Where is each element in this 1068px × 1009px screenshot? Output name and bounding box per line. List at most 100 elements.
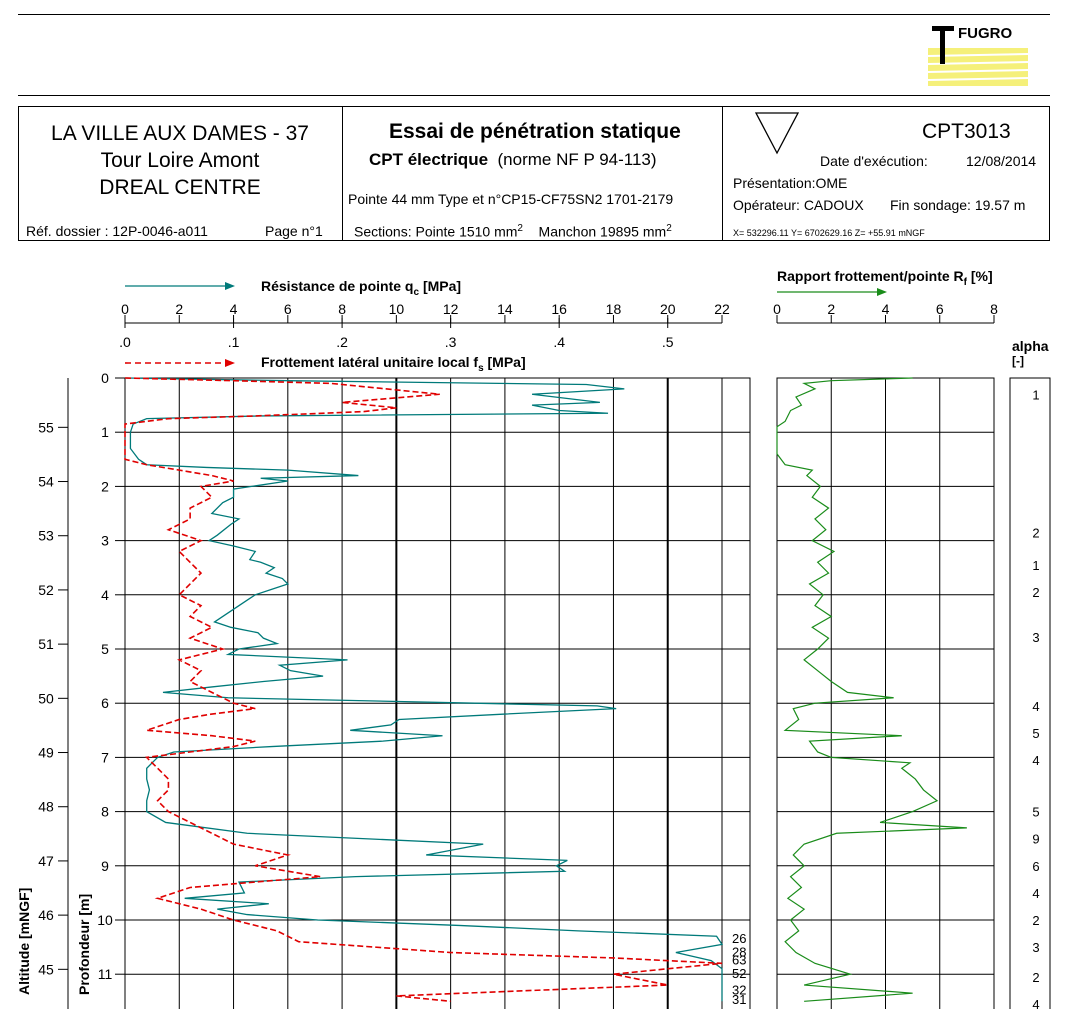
alpha-value-5: 4 [1032,699,1039,714]
overflow-label-1: 28 [732,945,746,960]
depth-tick-label-0: 0 [101,370,109,386]
header-top-rule [18,95,1050,96]
altitude-tick-label-51: 51 [38,636,54,652]
alpha-value-1: 2 [1032,525,1039,540]
alpha-value-8: 5 [1032,805,1039,820]
alpha-value-14: 2 [1032,970,1039,985]
altitude-tick-label-54: 54 [38,474,54,490]
test-subtitle-line: CPT électrique (norme NF P 94-113) [369,150,657,169]
project-line-1: LA VILLE AUX DAMES - 37 [51,122,309,145]
coordinates: X= 532296.11 Y= 6702629.16 Z= +55.91 mNG… [733,228,925,238]
rf-tick-label-6: 6 [936,301,944,317]
qc-tick-label-6: 6 [284,301,292,317]
qc-tick-label-18: 18 [606,301,622,317]
altitude-tick-label-47: 47 [38,853,54,869]
overflow-label-3: 52 [732,966,746,981]
header-box [18,106,1050,241]
alpha-unit: [-] [1012,354,1024,368]
cpt-id: CPT3013 [922,120,1011,143]
sections-info: Sections: Pointe 1510 mm2 Manchon 19895 … [354,223,672,240]
qc-series-line [124,377,724,1002]
operateur: Opérateur: CADOUX [733,197,864,213]
altitude-tick-label-49: 49 [38,745,54,761]
alpha-value-2: 1 [1032,558,1039,573]
page-number: Page n°1 [265,223,323,239]
qc-tick-label-22: 22 [714,301,730,317]
test-title: Essai de pénétration statique [389,120,681,143]
depth-tick-label-10: 10 [97,912,113,928]
depth-tick-label-8: 8 [101,804,109,820]
qc-legend-arrow [225,282,235,290]
rf-legend-arrow [877,288,887,296]
overflow-label-5: 31 [732,992,746,1007]
svg-text:FUGRO: FUGRO [958,25,1012,42]
rf-tick-label-0: 0 [773,301,781,317]
overflow-label-0: 26 [732,931,746,946]
fs-tick-label-.4: .4 [553,334,565,350]
fs-tick-label-.5: .5 [662,334,674,350]
alpha-value-15: 4 [1032,997,1039,1009]
qc-axis-title: Résistance de pointe qc [MPa] [261,278,462,298]
overflow-label-4: 32 [732,982,746,997]
rf-series-line [776,377,967,1002]
alpha-value-4: 3 [1032,630,1039,645]
qc-tick-label-10: 10 [389,301,405,317]
depth-tick-label-5: 5 [101,641,109,657]
depth-tick-label-9: 9 [101,858,109,874]
project-line-3: DREAL CENTRE [99,176,261,199]
depth-tick-label-6: 6 [101,695,109,711]
depth-tick-label-11: 11 [98,966,113,982]
depth-tick-label-1: 1 [101,424,109,440]
main-plot-frame [124,377,751,1009]
fs-tick-label-.3: .3 [445,334,457,350]
fs-legend-arrow [225,359,235,367]
rf-tick-label-4: 4 [882,301,890,317]
qc-tick-label-4: 4 [230,301,238,317]
alpha-column-frame [1009,377,1051,1009]
header-divider-2 [722,106,723,241]
altitude-tick-label-48: 48 [38,799,54,815]
alpha-value-0: 1 [1032,387,1039,402]
qc-tick-label-0: 0 [121,301,129,317]
alpha-value-6: 5 [1032,726,1039,741]
depth-tick-label-2: 2 [101,478,109,494]
fugro-logo: FUGRO [927,20,1029,86]
fs-series-line [124,377,723,1003]
qc-tick-label-14: 14 [497,301,513,317]
ref-dossier: Réf. dossier : 12P-0046-a011 [26,223,208,239]
fin-sondage: Fin sondage: 19.57 m [890,197,1026,213]
top-rule [18,14,1050,15]
depth-tick-label-3: 3 [101,533,109,549]
rf-axis-title: Rapport frottement/pointe Rf [%] [777,268,993,288]
alpha-value-11: 4 [1032,886,1039,901]
qc-tick-label-2: 2 [175,301,183,317]
alpha-value-10: 6 [1032,859,1039,874]
alpha-value-3: 2 [1032,585,1039,600]
fs-tick-label-.1: .1 [228,334,240,350]
fs-tick-label-.2: .2 [336,334,348,350]
header-divider-1 [342,106,343,241]
overflow-label-2: 63 [732,953,746,968]
depth-tick-label-4: 4 [101,587,109,603]
alpha-header: alpha [1012,338,1049,354]
project-block: LA VILLE AUX DAMES - 37 Tour Loire Amont… [18,120,342,201]
alpha-value-12: 2 [1032,913,1039,928]
presentation: Présentation:OME [733,175,848,191]
alpha-value-9: 9 [1032,832,1039,847]
date-label: Date d'exécution: [820,153,928,169]
qc-tick-label-20: 20 [660,301,676,317]
altitude-tick-label-53: 53 [38,528,54,544]
triangle-icon [754,111,800,155]
fs-axis-title: Frottement latéral unitaire local fs [MP… [261,354,526,374]
rf-tick-label-8: 8 [990,301,998,317]
altitude-tick-label-52: 52 [38,582,54,598]
altitude-tick-label-55: 55 [38,419,54,435]
altitude-tick-label-46: 46 [38,907,54,923]
depth-tick-label-7: 7 [101,749,109,765]
rf-tick-label-2: 2 [827,301,835,317]
qc-tick-label-8: 8 [338,301,346,317]
alpha-value-13: 3 [1032,940,1039,955]
altitude-tick-label-45: 45 [38,961,54,977]
alpha-value-7: 4 [1032,753,1039,768]
